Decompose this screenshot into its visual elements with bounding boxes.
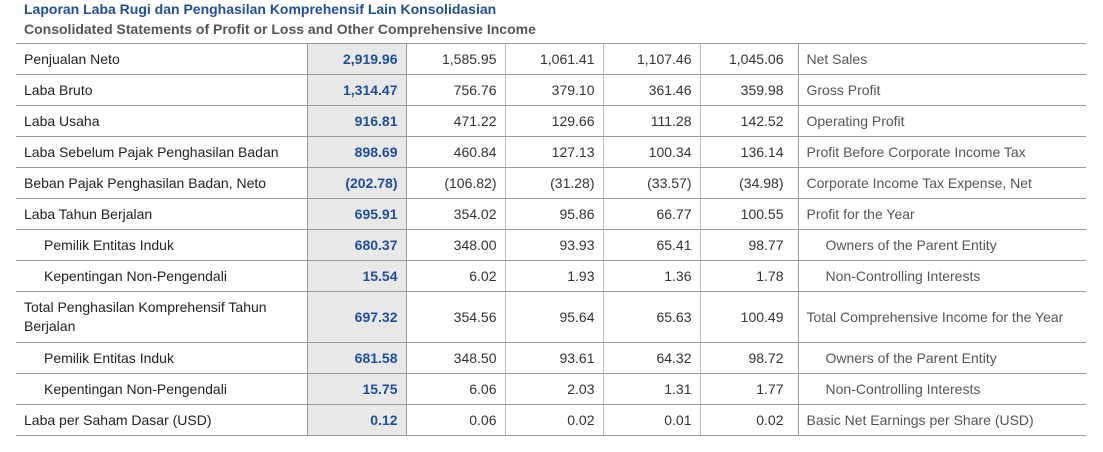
row-label-en: Non-Controlling Interests	[798, 260, 1086, 292]
value-cell: 111.28	[603, 105, 701, 137]
table-row: Beban Pajak Penghasilan Badan, Neto (202…	[16, 167, 1086, 199]
table-row: Laba Bruto 1,314.47 756.76 379.10 361.46…	[16, 74, 1086, 106]
value-cell: 1,107.46	[603, 43, 701, 75]
value-cell: 460.84	[406, 136, 506, 168]
table-row: Laba per Saham Dasar (USD) 0.12 0.06 0.0…	[16, 404, 1086, 436]
row-label-en: Owners of the Parent Entity	[798, 229, 1086, 261]
row-label-en: Non-Controlling Interests	[798, 373, 1086, 405]
value-cell: 65.41	[603, 229, 701, 261]
value-cell: 0.02	[700, 404, 799, 436]
value-cell: 471.22	[406, 105, 506, 137]
value-cell: 1.77	[700, 373, 799, 405]
table-row: Kepentingan Non-Pengendali 15.54 6.02 1.…	[16, 260, 1086, 292]
value-cell: 2.03	[505, 373, 604, 405]
value-cell-current: (202.78)	[306, 167, 407, 199]
value-cell: (34.98)	[700, 167, 799, 199]
row-label-id: Total Penghasilan Komprehensif Tahun Ber…	[16, 291, 307, 343]
table-row: Laba Usaha 916.81 471.22 129.66 111.28 1…	[16, 105, 1086, 137]
value-cell: 1.31	[603, 373, 701, 405]
value-cell-current: 1,314.47	[306, 74, 407, 106]
value-cell-current: 2,919.96	[306, 43, 407, 75]
value-cell-current: 681.58	[306, 342, 407, 374]
row-label-id: Laba Usaha	[16, 105, 307, 137]
value-cell: 136.14	[700, 136, 799, 168]
table-row: Kepentingan Non-Pengendali 15.75 6.06 2.…	[16, 373, 1086, 405]
value-cell-current: 916.81	[306, 105, 407, 137]
row-label-en: Owners of the Parent Entity	[798, 342, 1086, 374]
value-cell: 100.34	[603, 136, 701, 168]
table-row: Total Penghasilan Komprehensif Tahun Ber…	[16, 291, 1086, 343]
row-label-en: Profit for the Year	[798, 198, 1086, 230]
row-label-en: Net Sales	[798, 43, 1086, 75]
row-label-en: Gross Profit	[798, 74, 1086, 106]
value-cell: 65.63	[603, 291, 701, 343]
value-cell: 93.61	[505, 342, 604, 374]
value-cell: 354.02	[406, 198, 506, 230]
value-cell-current: 15.75	[306, 373, 407, 405]
row-label-id: Laba Bruto	[16, 74, 307, 106]
value-cell: 0.01	[603, 404, 701, 436]
statement-title-id: Laporan Laba Rugi dan Penghasilan Kompre…	[24, 1, 497, 17]
value-cell: 361.46	[603, 74, 701, 106]
value-cell: 93.93	[505, 229, 604, 261]
row-label-id: Laba Sebelum Pajak Penghasilan Badan	[16, 136, 307, 168]
value-cell-current: 15.54	[306, 260, 407, 292]
table-row: Pemilik Entitas Induk 680.37 348.00 93.9…	[16, 229, 1086, 261]
value-cell-current: 695.91	[306, 198, 407, 230]
value-cell-current: 0.12	[306, 404, 407, 436]
row-label-id: Laba Tahun Berjalan	[16, 198, 307, 230]
value-cell-current: 697.32	[306, 291, 407, 343]
table-row: Penjualan Neto 2,919.96 1,585.95 1,061.4…	[16, 43, 1086, 75]
statement-title-en: Consolidated Statements of Profit or Los…	[24, 21, 536, 37]
value-cell: 348.00	[406, 229, 506, 261]
value-cell: 98.77	[700, 229, 799, 261]
value-cell: 359.98	[700, 74, 799, 106]
row-label-en: Basic Net Earnings per Share (USD)	[798, 404, 1086, 436]
table-row: Laba Tahun Berjalan 695.91 354.02 95.86 …	[16, 198, 1086, 230]
value-cell: (33.57)	[603, 167, 701, 199]
value-cell: 100.55	[700, 198, 799, 230]
row-label-id: Kepentingan Non-Pengendali	[16, 373, 307, 405]
value-cell: 1,045.06	[700, 43, 799, 75]
value-cell: 95.64	[505, 291, 604, 343]
value-cell: 1.93	[505, 260, 604, 292]
value-cell: 100.49	[700, 291, 799, 343]
row-label-en: Profit Before Corporate Income Tax	[798, 136, 1086, 168]
value-cell: 142.52	[700, 105, 799, 137]
row-label-id: Penjualan Neto	[16, 43, 307, 75]
value-cell: 379.10	[505, 74, 604, 106]
row-label-id: Kepentingan Non-Pengendali	[16, 260, 307, 292]
value-cell-current: 680.37	[306, 229, 407, 261]
value-cell: 0.02	[505, 404, 604, 436]
row-label-id: Pemilik Entitas Induk	[16, 229, 307, 261]
value-cell: (106.82)	[406, 167, 506, 199]
value-cell: 1.78	[700, 260, 799, 292]
value-cell: 348.50	[406, 342, 506, 374]
value-cell: 64.32	[603, 342, 701, 374]
value-cell: 0.06	[406, 404, 506, 436]
value-cell: 95.86	[505, 198, 604, 230]
value-cell: 127.13	[505, 136, 604, 168]
value-cell: 129.66	[505, 105, 604, 137]
row-label-en: Operating Profit	[798, 105, 1086, 137]
value-cell: 6.06	[406, 373, 506, 405]
value-cell: 98.72	[700, 342, 799, 374]
value-cell: (31.28)	[505, 167, 604, 199]
value-cell: 6.02	[406, 260, 506, 292]
income-statement-table: Penjualan Neto 2,919.96 1,585.95 1,061.4…	[16, 43, 1086, 436]
row-label-id: Pemilik Entitas Induk	[16, 342, 307, 374]
table-row: Pemilik Entitas Induk 681.58 348.50 93.6…	[16, 342, 1086, 374]
value-cell: 354.56	[406, 291, 506, 343]
value-cell-current: 898.69	[306, 136, 407, 168]
value-cell: 1,585.95	[406, 43, 506, 75]
row-label-id: Laba per Saham Dasar (USD)	[16, 404, 307, 436]
value-cell: 66.77	[603, 198, 701, 230]
row-label-en: Total Comprehensive Income for the Year	[798, 291, 1086, 343]
table-row: Laba Sebelum Pajak Penghasilan Badan 898…	[16, 136, 1086, 168]
value-cell: 1.36	[603, 260, 701, 292]
value-cell: 756.76	[406, 74, 506, 106]
row-label-id: Beban Pajak Penghasilan Badan, Neto	[16, 167, 307, 199]
row-label-en: Corporate Income Tax Expense, Net	[798, 167, 1086, 199]
value-cell: 1,061.41	[505, 43, 604, 75]
